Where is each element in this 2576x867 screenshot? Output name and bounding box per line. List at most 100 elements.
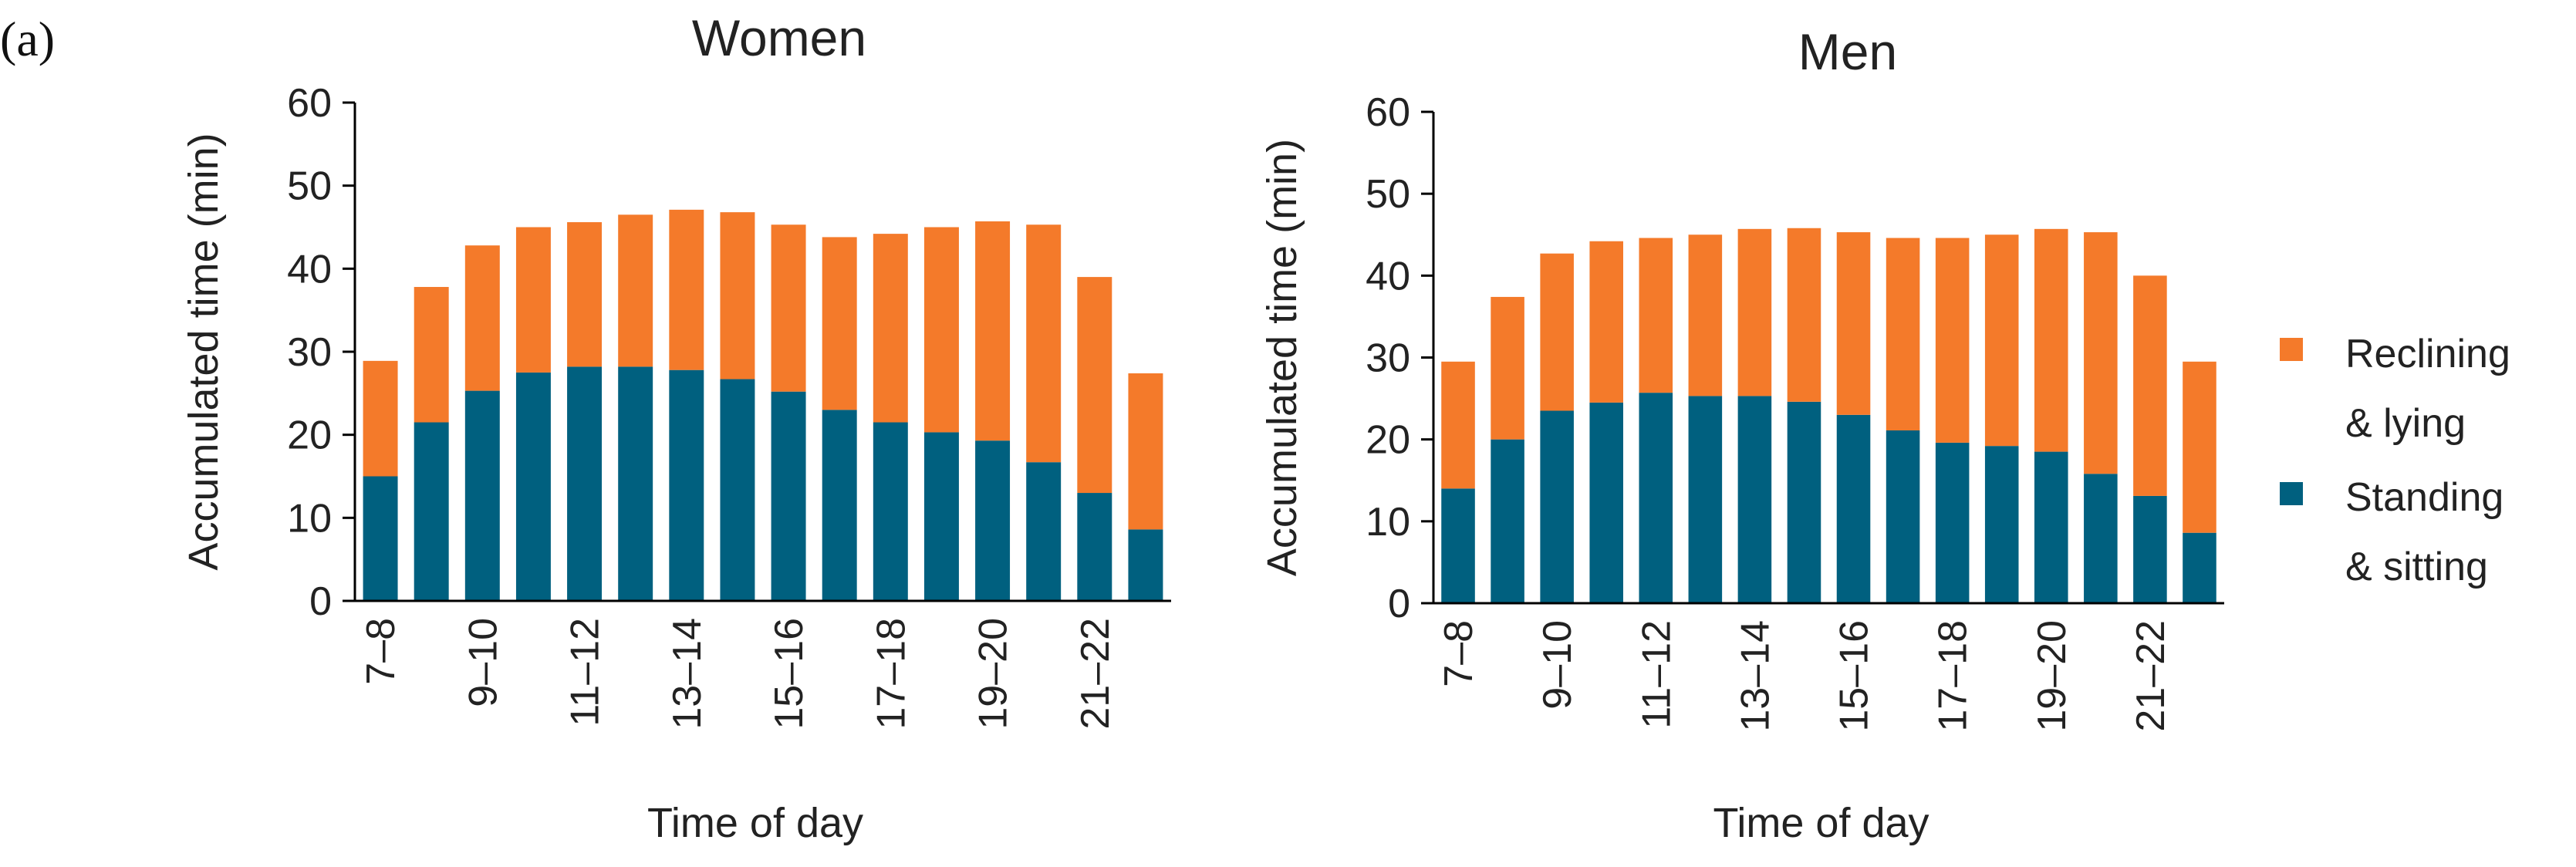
legend: Reclining & lying Standing & sitting (2280, 332, 2510, 589)
men-y-tick-label: 50 (1366, 172, 1410, 217)
chart-men: Men 0 10 20 30 40 50 60 Accumulated time (min) 7–… (1259, 23, 2224, 846)
women-bar-standing-sitting (720, 379, 755, 601)
women-bar-standing-sitting (873, 422, 908, 601)
women-x-tick-label: 7–8 (359, 618, 403, 685)
women-bar-standing-sitting (975, 440, 1011, 601)
women-bar-reclining-lying (1128, 373, 1163, 530)
women-y-axis-label: Accumulated time (min) (181, 133, 227, 570)
men-y-axis-label: Accumulated time (min) (1259, 139, 1305, 576)
men-bar-reclining-lying (1935, 238, 1970, 443)
women-y-tick-label: 40 (287, 247, 332, 292)
men-bar-reclining-lying (1737, 228, 1772, 396)
men-x-tick-label: 15–16 (1832, 620, 1877, 732)
men-bar-reclining-lying (1589, 241, 1623, 403)
women-chart-title: Women (692, 9, 866, 66)
women-bar-standing-sitting (1026, 462, 1062, 601)
women-bar-standing-sitting (771, 391, 806, 601)
women-bar-reclining-lying (720, 212, 755, 380)
women-x-tick-label: 9–10 (461, 618, 505, 707)
men-bar-reclining-lying (2084, 232, 2118, 474)
panel-label: (a) (0, 12, 55, 66)
women-bar-standing-sitting (1077, 493, 1112, 601)
men-x-tick-label: 17–18 (1931, 620, 1976, 732)
chart-women: Women 0 10 20 30 40 50 60 Accumulated time (min)… (181, 9, 1171, 846)
men-bar-standing-sitting (1984, 446, 2019, 603)
legend-label-reclining-line1: Reclining (2345, 332, 2510, 376)
women-x-tick-label: 11–12 (563, 618, 608, 727)
men-y-tick-label: 0 (1388, 582, 1410, 626)
women-bar-reclining-lying (923, 227, 959, 433)
women-bar-reclining-lying (618, 214, 653, 367)
men-bar-reclining-lying (1540, 253, 1574, 411)
men-bar-standing-sitting (2133, 495, 2167, 603)
men-bar-standing-sitting (1540, 410, 1574, 603)
men-bar-reclining-lying (1639, 238, 1673, 393)
men-bar-reclining-lying (1886, 238, 1920, 430)
women-bar-standing-sitting (464, 390, 500, 601)
women-bar-reclining-lying (771, 224, 806, 392)
women-bar-standing-sitting (515, 372, 551, 601)
men-y-tick-label: 30 (1366, 336, 1410, 381)
legend-label-standing-line2: & sitting (2345, 545, 2488, 589)
men-bar-reclining-lying (1984, 234, 2019, 447)
women-bar-standing-sitting (414, 422, 449, 601)
women-bar-reclining-lying (975, 221, 1011, 441)
women-bar-reclining-lying (822, 237, 857, 410)
women-bar-reclining-lying (873, 234, 908, 423)
men-bar-standing-sitting (1639, 393, 1673, 603)
men-bar-standing-sitting (1441, 488, 1475, 603)
women-x-tick-label: 13–14 (665, 618, 710, 730)
men-bar-reclining-lying (1491, 296, 1524, 440)
men-x-tick-label: 7–8 (1437, 620, 1481, 687)
men-x-tick-label: 11–12 (1634, 620, 1679, 729)
men-y-tick-label: 20 (1366, 418, 1410, 463)
legend-swatch-reclining (2280, 338, 2303, 361)
women-x-axis-label: Time of day (647, 800, 863, 846)
women-y-tick-label: 20 (287, 413, 332, 458)
women-y-tick-label: 10 (287, 496, 332, 541)
women-y-tick-label: 0 (309, 579, 332, 624)
legend-label-reclining-line2: & lying (2345, 401, 2466, 446)
women-y-tick-label: 60 (287, 81, 332, 126)
men-bar-reclining-lying (1836, 232, 1871, 415)
men-bar-standing-sitting (1688, 396, 1723, 603)
men-bar-reclining-lying (2133, 275, 2167, 496)
women-bar-reclining-lying (515, 227, 551, 373)
women-bar-standing-sitting (1128, 529, 1163, 601)
women-x-tick-label: 21–22 (1073, 618, 1118, 730)
women-x-tick-label: 17–18 (869, 618, 913, 730)
men-bar-reclining-lying (2183, 361, 2216, 533)
women-bar-standing-sitting (923, 432, 959, 601)
men-bar-standing-sitting (1935, 442, 1970, 603)
men-bar-standing-sitting (1787, 401, 1821, 603)
women-bar-reclining-lying (464, 245, 500, 391)
men-y-tick-label: 40 (1366, 254, 1410, 299)
women-bar-reclining-lying (363, 360, 398, 477)
women-bar-reclining-lying (669, 209, 704, 370)
men-x-tick-label: 13–14 (1733, 620, 1778, 732)
women-bar-standing-sitting (669, 369, 704, 601)
men-bar-standing-sitting (1589, 402, 1623, 603)
legend-label-standing-line1: Standing (2345, 475, 2503, 520)
men-bar-standing-sitting (2084, 474, 2118, 603)
men-y-tick-label: 60 (1366, 90, 1410, 135)
men-chart-title: Men (1798, 23, 1897, 80)
men-bar-standing-sitting (2183, 532, 2216, 603)
men-bar-reclining-lying (2034, 228, 2068, 452)
men-bar-standing-sitting (1836, 414, 1871, 603)
women-bar-reclining-lying (567, 222, 603, 367)
men-bar-standing-sitting (1737, 396, 1772, 603)
men-bar-standing-sitting (2034, 451, 2068, 603)
women-bar-reclining-lying (1026, 224, 1062, 463)
men-bar-reclining-lying (1441, 361, 1475, 489)
women-bar-reclining-lying (414, 287, 449, 423)
women-bar-standing-sitting (618, 366, 653, 601)
men-bar-reclining-lying (1787, 228, 1821, 402)
women-x-tick-label: 19–20 (971, 618, 1016, 730)
women-bar-reclining-lying (1077, 277, 1112, 494)
women-y-tick-label: 50 (287, 164, 332, 209)
men-y-tick-label: 10 (1366, 500, 1410, 545)
legend-swatch-standing (2280, 482, 2303, 505)
men-bar-standing-sitting (1886, 430, 1920, 603)
